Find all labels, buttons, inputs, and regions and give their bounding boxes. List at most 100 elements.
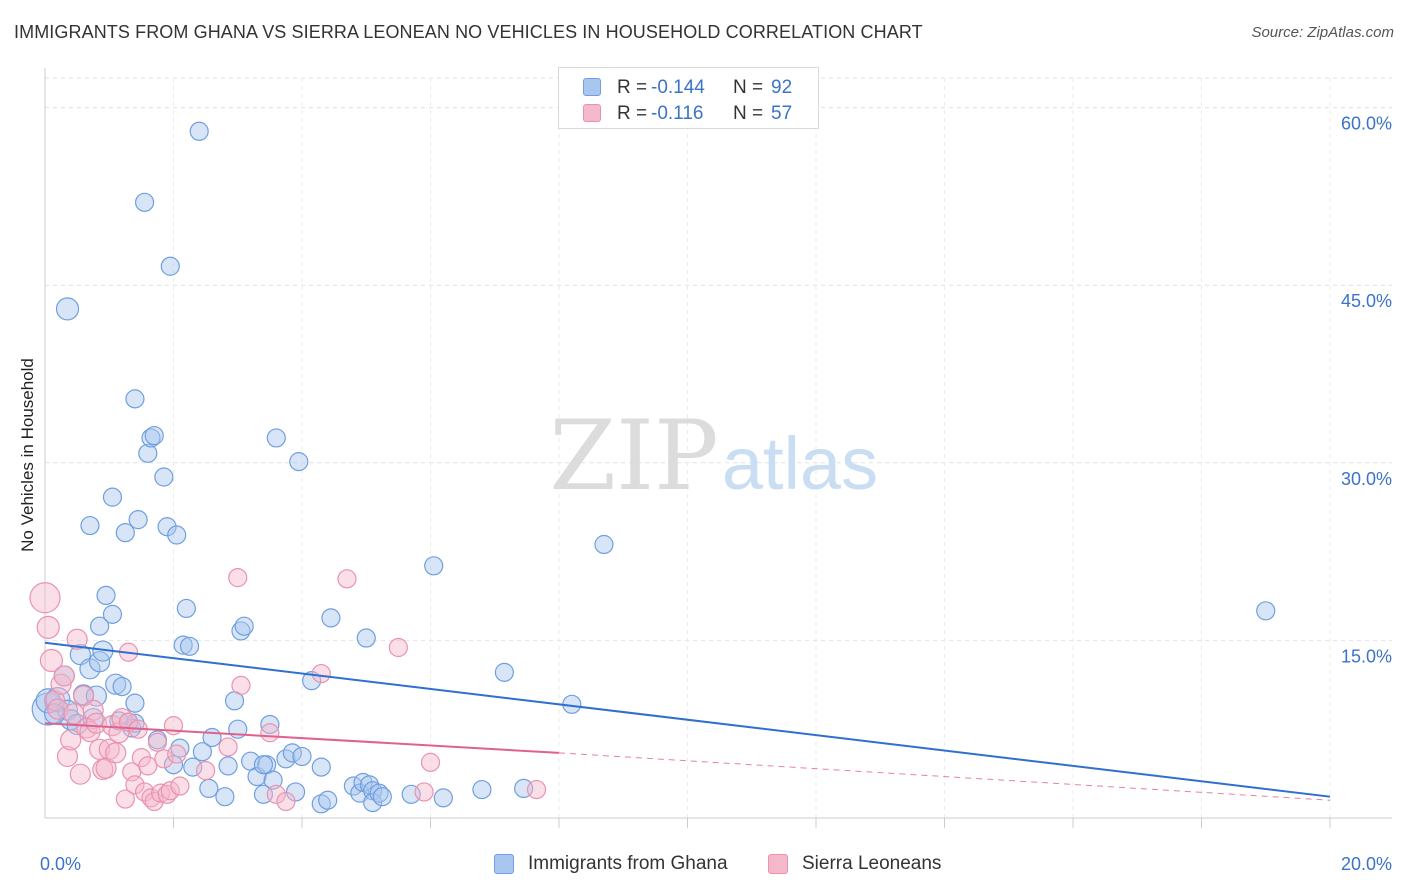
ghana-point [55,297,80,321]
ghana-point [125,389,145,409]
ghana-point [163,755,184,775]
sierra-point [82,699,104,721]
ghana-point [363,793,383,813]
x-tick-label: 20.0% [1341,854,1392,874]
y-tick-label: 60.0% [1341,114,1392,134]
sierra-point [115,789,135,809]
series-sierra-points [29,568,547,812]
ghana-point [266,428,286,448]
ghana-point [157,517,177,537]
ghana-point [144,425,164,446]
sierra-point [337,569,357,589]
sierra-point [36,615,60,639]
r-value: -0.144 [651,77,705,98]
sierra-point [60,729,82,751]
chart-title: IMMIGRANTS FROM GHANA VS SIERRA LEONEAN … [14,22,923,42]
sierra-point [228,568,248,588]
n-value: 57 [771,103,793,124]
sierra-point [167,744,187,764]
sierra-point [85,712,108,734]
ghana-point [369,783,389,803]
y-tick-label: 15.0% [1341,646,1392,666]
trend-lines [44,641,1331,801]
ghana-swatch [494,854,514,874]
ghana-point [234,616,254,636]
watermark-zip: ZIP [549,400,718,512]
sierra-point [260,723,280,743]
x-tick-label: 0.0% [40,854,81,874]
ghana-point [134,192,155,212]
ghana-point [289,452,309,472]
ghana-swatch [583,78,601,96]
ghana-point [189,121,209,141]
sierra-point [105,742,127,764]
source-credit: Source: ZipAtlas.com [1251,24,1394,41]
ghana-point [154,467,174,487]
ghana-point [321,608,341,628]
sierra-point [29,582,61,614]
ghana-point [218,756,238,776]
n-label: N = [733,77,764,98]
correlation-legend: R = -0.144 N = 92 R = -0.116 N = 57 [558,67,819,129]
ghana-point [102,604,123,624]
sierra-point [414,782,434,802]
series-legend: Immigrants from Ghana Sierra Leoneans [0,852,1406,878]
sierra-point [420,752,441,772]
sierra-point [53,665,75,687]
sierra-trend-line [44,722,560,754]
sierra-swatch [768,854,788,874]
sierra-point [118,712,139,732]
ghana-point [115,523,135,543]
n-value: 92 [771,77,793,98]
sierra-point [39,648,64,673]
ghana-point [472,779,492,800]
r-value: -0.116 [651,103,704,124]
sierra-point [266,784,286,804]
sierra-point [170,776,190,796]
ghana-point [263,770,283,790]
ghana-point [105,673,127,695]
ghana-point [356,628,376,648]
ghana-point [128,510,148,530]
ghana-point [112,676,132,697]
sierra-point [47,698,69,720]
ghana-point [102,487,123,507]
ghana-point [173,635,193,655]
ghana-point [215,787,235,807]
sierra-point [147,732,168,752]
ghana-point [138,443,158,463]
ghana-point [202,727,222,748]
tick-labels: 15.0% 30.0% 45.0% 60.0% 0.0% 20.0% [40,114,1392,874]
ghana-point [96,585,116,606]
sierra-point [276,791,296,812]
sierra-trend-extension [558,752,1331,801]
sierra-point [125,775,145,795]
sierra-point [66,628,88,650]
ghana-point [80,515,100,536]
sierra-point [160,781,180,801]
r-label: R = [617,103,648,124]
ghana-point [433,788,453,808]
sierra-point [141,788,161,808]
n-label: N = [733,103,764,124]
y-tick-label: 30.0% [1341,469,1392,489]
sierra-point [526,779,547,800]
ghana-point [318,790,338,810]
ghana-point [125,693,145,713]
ghana-point [292,746,312,767]
legend-label-sierra: Sierra Leoneans [802,853,942,874]
ghana-point [90,616,110,636]
ghana-point [494,662,514,682]
ghana-point [311,757,331,777]
ghana-point [192,742,213,762]
ghana-point [199,778,219,799]
sierra-point [69,763,91,785]
ghana-point [167,525,187,545]
ghana-point [372,787,392,807]
sierra-swatch [583,104,601,122]
sierra-point [50,673,72,695]
y-tick-label: 45.0% [1341,291,1392,311]
ghana-point [253,755,274,775]
ghana-point [1256,601,1276,621]
